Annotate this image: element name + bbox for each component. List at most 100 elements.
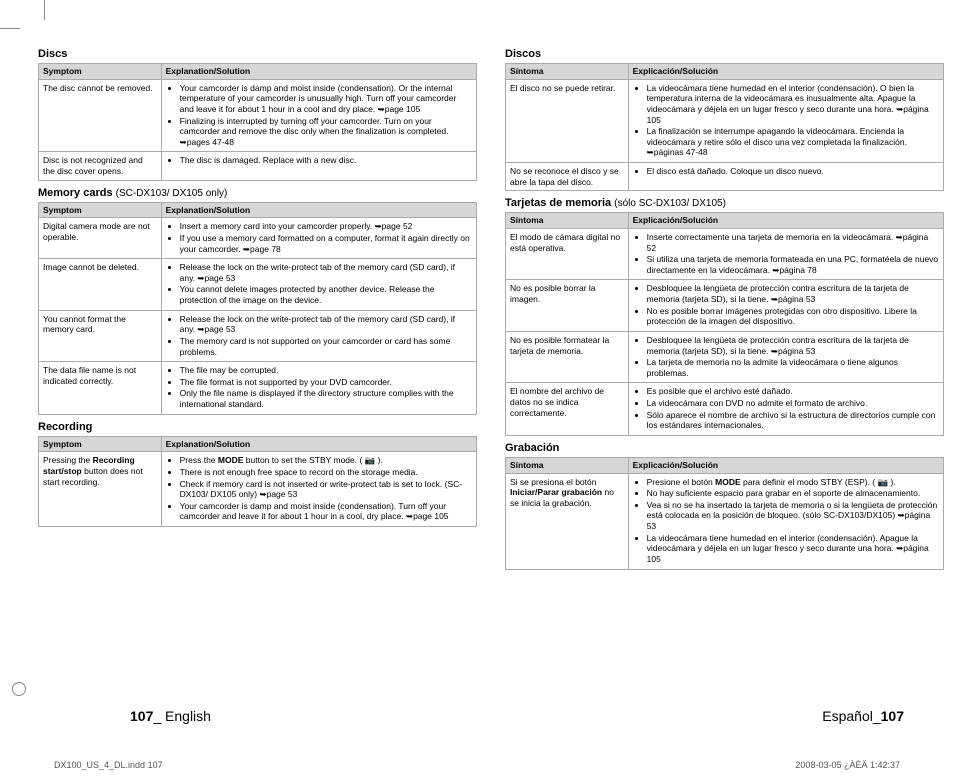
section-title: Grabación — [505, 442, 944, 454]
solution-item: La finalización se interrumpe apagando l… — [647, 126, 939, 158]
symptom-cell: No es posible borrar la imagen. — [506, 280, 629, 332]
table-row: Disc is not recognized and the disc cove… — [39, 152, 477, 180]
section-title: Tarjetas de memoria (sólo SC-DX103/ DX10… — [505, 197, 944, 209]
section-title: Discos — [505, 48, 944, 60]
troubleshoot-table: SymptomExplanation/SolutionPressing the … — [38, 436, 477, 527]
solution-item: The disc is damaged. Replace with a new … — [180, 155, 472, 166]
table-header: Explanation/Solution — [161, 202, 476, 218]
solution-item: There is not enough free space to record… — [180, 467, 472, 478]
table-header: Síntoma — [506, 64, 629, 80]
troubleshoot-table: SymptomExplanation/SolutionThe disc cann… — [38, 63, 477, 181]
page-footer-right: Español_107 — [822, 708, 904, 724]
solution-item: Si utiliza una tarjeta de memoria format… — [647, 254, 939, 275]
binder-hole-icon — [12, 682, 26, 696]
page-lang: Español_ — [822, 708, 880, 724]
solution-item: Inserte correctamente una tarjeta de mem… — [647, 232, 939, 253]
table-header: Symptom — [39, 64, 162, 80]
table-row: Si se presiona el botón Iniciar/Parar gr… — [506, 473, 944, 569]
symptom-cell: Image cannot be deleted. — [39, 259, 162, 311]
solution-item: Finalizing is interrupted by turning off… — [180, 116, 472, 148]
solution-cell: Desbloquee la lengüeta de protección con… — [628, 331, 943, 383]
symptom-cell: No es posible formatear la tarjeta de me… — [506, 331, 629, 383]
doc-file-label: DX100_US_4_DL.indd 107 — [54, 760, 163, 770]
solution-cell: Press the MODE button to set the STBY mo… — [161, 452, 476, 527]
solution-cell: Desbloquee la lengüeta de protección con… — [628, 280, 943, 332]
table-row: El disco no se puede retirar. La videocám… — [506, 79, 944, 162]
solution-item: No hay suficiente espacio para grabar en… — [647, 488, 939, 499]
symptom-cell: The data file name is not indicated corr… — [39, 362, 162, 415]
solution-item: Your camcorder is damp and moist inside … — [180, 501, 472, 522]
page-number: 107 — [881, 708, 904, 724]
solution-item: Check if memory card is not inserted or … — [180, 479, 472, 500]
table-header: Explanation/Solution — [161, 436, 476, 452]
table-header: Síntoma — [506, 457, 629, 473]
symptom-cell: You cannot format the memory card. — [39, 310, 162, 362]
page-spread: DiscsSymptomExplanation/SolutionThe disc… — [38, 42, 944, 744]
solution-cell: Your camcorder is damp and moist inside … — [161, 79, 476, 152]
table-header: Explanation/Solution — [161, 64, 476, 80]
table-row: El nombre del archivo de datos no se ind… — [506, 383, 944, 436]
solution-item: La videocámara tiene humedad en el inter… — [647, 533, 939, 565]
solution-cell: El disco está dañado. Coloque un disco n… — [628, 163, 943, 191]
solution-cell: The disc is damaged. Replace with a new … — [161, 152, 476, 180]
symptom-cell: El disco no se puede retirar. — [506, 79, 629, 162]
solution-item: Es posible que el archivo esté dañado. — [647, 386, 939, 397]
solution-item: Release the lock on the write-protect ta… — [180, 314, 472, 335]
table-header: Symptom — [39, 436, 162, 452]
solution-cell: Release the lock on the write-protect ta… — [161, 259, 476, 311]
doc-date-label: 2008-03-05 ¿ÀÈÄ 1:42:37 — [795, 760, 900, 770]
table-row: The disc cannot be removed. Your camcorde… — [39, 79, 477, 152]
symptom-cell: El nombre del archivo de datos no se ind… — [506, 383, 629, 436]
troubleshoot-table: SíntomaExplicación/SoluciónSi se presion… — [505, 457, 944, 570]
table-row: No se reconoce el disco y se abre la tap… — [506, 163, 944, 191]
troubleshoot-table: SíntomaExplicación/SoluciónEl disco no s… — [505, 63, 944, 191]
solution-item: Release the lock on the write-protect ta… — [180, 262, 472, 283]
solution-item: You cannot delete images protected by an… — [180, 284, 472, 305]
solution-item: Presione el botón MODE para definir el m… — [647, 477, 939, 488]
solution-cell: Inserte correctamente una tarjeta de mem… — [628, 228, 943, 280]
symptom-cell: The disc cannot be removed. — [39, 79, 162, 152]
section-title: Recording — [38, 421, 477, 433]
table-row: Digital camera mode are not operable.Ins… — [39, 218, 477, 259]
solution-item: Desbloquee la lengüeta de protección con… — [647, 283, 939, 304]
table-header: Explicación/Solución — [628, 213, 943, 229]
table-header: Symptom — [39, 202, 162, 218]
solution-cell: La videocámara tiene humedad en el inter… — [628, 79, 943, 162]
symptom-cell: Si se presiona el botón Iniciar/Parar gr… — [506, 473, 629, 569]
solution-item: La videocámara con DVD no admite el form… — [647, 398, 939, 409]
solution-item: Insert a memory card into your camcorder… — [180, 221, 472, 232]
page-number: 107 — [130, 708, 153, 724]
table-row: No es posible borrar la imagen. Desbloque… — [506, 280, 944, 332]
table-row: Pressing the Recording start/stop button… — [39, 452, 477, 527]
solution-item: The memory card is not supported on your… — [180, 336, 472, 357]
symptom-cell: No se reconoce el disco y se abre la tap… — [506, 163, 629, 191]
page-footer-left: 107_ English — [130, 708, 211, 724]
left-column: DiscsSymptomExplanation/SolutionThe disc… — [38, 42, 477, 744]
solution-item: No es posible borrar imágenes protegidas… — [647, 306, 939, 327]
solution-item: Desbloquee la lengüeta de protección con… — [647, 335, 939, 356]
symptom-cell: Disc is not recognized and the disc cove… — [39, 152, 162, 180]
right-column: DiscosSíntomaExplicación/SoluciónEl disc… — [505, 42, 944, 744]
solution-item: Vea si no se ha insertado la tarjeta de … — [647, 500, 939, 532]
solution-cell: Es posible que el archivo esté dañado.La… — [628, 383, 943, 436]
solution-item: Only the file name is displayed if the d… — [180, 388, 472, 409]
solution-item: La tarjeta de memoria no la admite la vi… — [647, 357, 939, 378]
troubleshoot-table: SíntomaExplicación/SoluciónEl modo de cá… — [505, 212, 944, 436]
section-title: Memory cards (SC-DX103/ DX105 only) — [38, 187, 477, 199]
table-row: El modo de cámara digital no está operat… — [506, 228, 944, 280]
page-lang: _ English — [153, 708, 211, 724]
solution-item: The file format is not supported by your… — [180, 377, 472, 388]
table-row: The data file name is not indicated corr… — [39, 362, 477, 415]
symptom-cell: Pressing the Recording start/stop button… — [39, 452, 162, 527]
table-row: Image cannot be deleted. Release the lock… — [39, 259, 477, 311]
table-row: No es posible formatear la tarjeta de me… — [506, 331, 944, 383]
troubleshoot-table: SymptomExplanation/SolutionDigital camer… — [38, 202, 477, 415]
solution-item: Your camcorder is damp and moist inside … — [180, 83, 472, 115]
solution-cell: Release the lock on the write-protect ta… — [161, 310, 476, 362]
section-title: Discs — [38, 48, 477, 60]
solution-cell: The file may be corrupted.The file forma… — [161, 362, 476, 415]
table-header: Síntoma — [506, 213, 629, 229]
symptom-cell: El modo de cámara digital no está operat… — [506, 228, 629, 280]
solution-item: The file may be corrupted. — [180, 365, 472, 376]
solution-item: La videocámara tiene humedad en el inter… — [647, 83, 939, 126]
